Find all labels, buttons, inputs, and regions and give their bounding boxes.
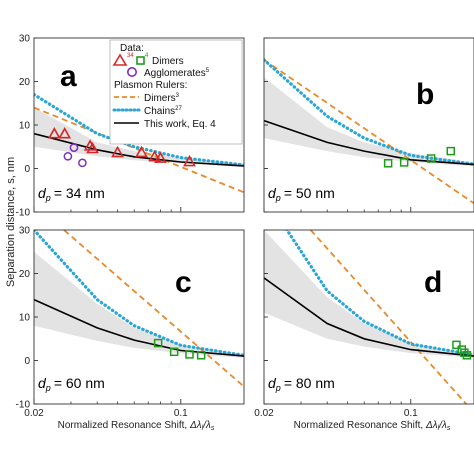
y-tick-label: 30 [19, 226, 31, 237]
x-axis-label-slash: /λ [438, 420, 447, 431]
data-point-red-triangle [183, 154, 196, 167]
data-point-green-square [196, 351, 206, 360]
panel-letter: c [175, 266, 192, 299]
data-point-green-square [446, 146, 456, 156]
x-axis-label-sub1: l [202, 425, 204, 432]
y-tick-label: 20 [19, 77, 31, 88]
x-tick-label: 0.1 [404, 408, 418, 419]
x-axis-label-slash: /λ [202, 420, 211, 431]
panel-letter: a [60, 60, 77, 93]
data-point-purple-circle [69, 143, 79, 152]
x-axis-label-a: Normalized Resonance Shift, Δλl/λs [58, 420, 215, 432]
legend-agglomerates: Agglomerates5 [144, 68, 210, 79]
particle-diameter-label: dp = 80 nm [268, 375, 335, 393]
panel-b: b dp = 50 nm [263, 37, 474, 213]
chains-ruler-line [285, 230, 474, 357]
y-tick-label: 20 [19, 269, 31, 280]
legend-box [109, 39, 243, 145]
this-work-line [264, 277, 474, 357]
data-point-green-square [399, 158, 409, 167]
y-tick-label: 10 [19, 313, 31, 324]
x-axis-label-text: Normalized Resonance Shift, [58, 420, 190, 431]
x-axis-label-math: Δλ [425, 420, 438, 431]
panel-letter: b [416, 78, 434, 111]
particle-diameter-label: dp = 34 nm [38, 185, 105, 203]
legend-red-triangle-icon [112, 53, 128, 66]
x-axis-label-b: Normalized Resonance Shift, Δλl/λs [294, 420, 451, 432]
data-point-red-triangle [135, 145, 148, 158]
x-axis-label-sub2: s [211, 425, 215, 432]
x-axis-label-sub1: l [438, 425, 440, 432]
legend-green-square-icon [136, 56, 145, 65]
data-point-red-triangle [86, 141, 99, 154]
dimers-ruler-line [62, 230, 244, 388]
legend: Data: 34 4 Dimers Agglomerates5 Plasmon … [109, 39, 243, 145]
panel-a: -10 0 10 20 30 a dp = 34 nm [16, 34, 245, 219]
x-axis-label-sub2: s [447, 425, 451, 432]
uncertainty-band [264, 230, 474, 358]
panel-d: 0.02 0.1 d dp = 80 nm [254, 229, 474, 419]
legend-dimers-sup-red: 34 [127, 53, 134, 59]
data-point-red-triangle [111, 145, 124, 158]
x-axis-label-math: Δλ [189, 420, 202, 431]
legend-rulers-chains: Chains27 [144, 106, 182, 117]
panel-letter: d [424, 266, 442, 299]
data-point-red-triangle [47, 127, 61, 139]
data-point-red-triangle [83, 139, 97, 151]
y-tick-label: 30 [19, 34, 31, 45]
uncertainty-band [34, 107, 244, 168]
data-point-green-square [462, 351, 472, 360]
y-tick-label: -10 [16, 208, 31, 219]
x-axis-label-text: Normalized Resonance Shift, [294, 420, 426, 431]
dimers-ruler-line [34, 106, 244, 194]
data-point-green-square [426, 154, 436, 163]
data-point-red-triangle [58, 127, 72, 139]
dimers-ruler-line [264, 59, 474, 205]
uncertainty-band [264, 77, 474, 167]
data-point-red-triangle [154, 151, 167, 163]
x-tick-label: 0.02 [24, 408, 44, 419]
legend-purple-circle-icon [127, 67, 138, 78]
legend-data-title: Data: [120, 43, 144, 54]
panel-a-plot-area [34, 92, 244, 194]
chains-ruler-line [264, 58, 474, 166]
data-point-purple-circle [63, 151, 73, 161]
y-axis-label: Separation distance, s, nm [5, 157, 17, 287]
data-point-purple-circle [78, 158, 87, 168]
y-tick-label: 10 [19, 121, 31, 132]
legend-dimers-sup-green: 4 [145, 53, 149, 59]
chains-ruler-line [34, 92, 244, 167]
legend-dimers: Dimers [152, 56, 184, 67]
x-tick-label: 0.1 [174, 408, 188, 419]
uncertainty-band [34, 251, 244, 358]
data-point-green-square [185, 350, 194, 359]
particle-diameter-label: dp = 60 nm [38, 375, 105, 393]
legend-this-work: This work, Eq. 4 [144, 119, 216, 130]
panel-b-plot-area [264, 58, 474, 205]
y-tick-label: -10 [16, 400, 31, 411]
data-point-green-square [460, 348, 469, 357]
y-tick-label: 0 [24, 164, 30, 175]
data-point-green-square [153, 338, 163, 348]
data-point-green-square [383, 159, 393, 168]
x-tick-label: 0.02 [254, 408, 274, 419]
panel-c-plot-area [34, 230, 244, 388]
data-point-red-triangle [148, 150, 161, 162]
legend-rulers-title: Plasmon Rulers: [114, 80, 187, 91]
y-tick-label: 0 [24, 356, 30, 367]
chains-ruler-line [34, 230, 244, 357]
particle-diameter-label: dp = 50 nm [268, 185, 335, 203]
panel-d-plot-area [264, 230, 474, 404]
dimers-ruler-line [309, 230, 468, 404]
data-point-green-square [169, 347, 179, 357]
data-point-green-square [452, 340, 461, 350]
panel-c: -10 0 10 20 30 0.02 0.1 c dp = 60 nm [16, 226, 245, 419]
legend-rulers-dimers: Dimers3 [144, 93, 180, 104]
